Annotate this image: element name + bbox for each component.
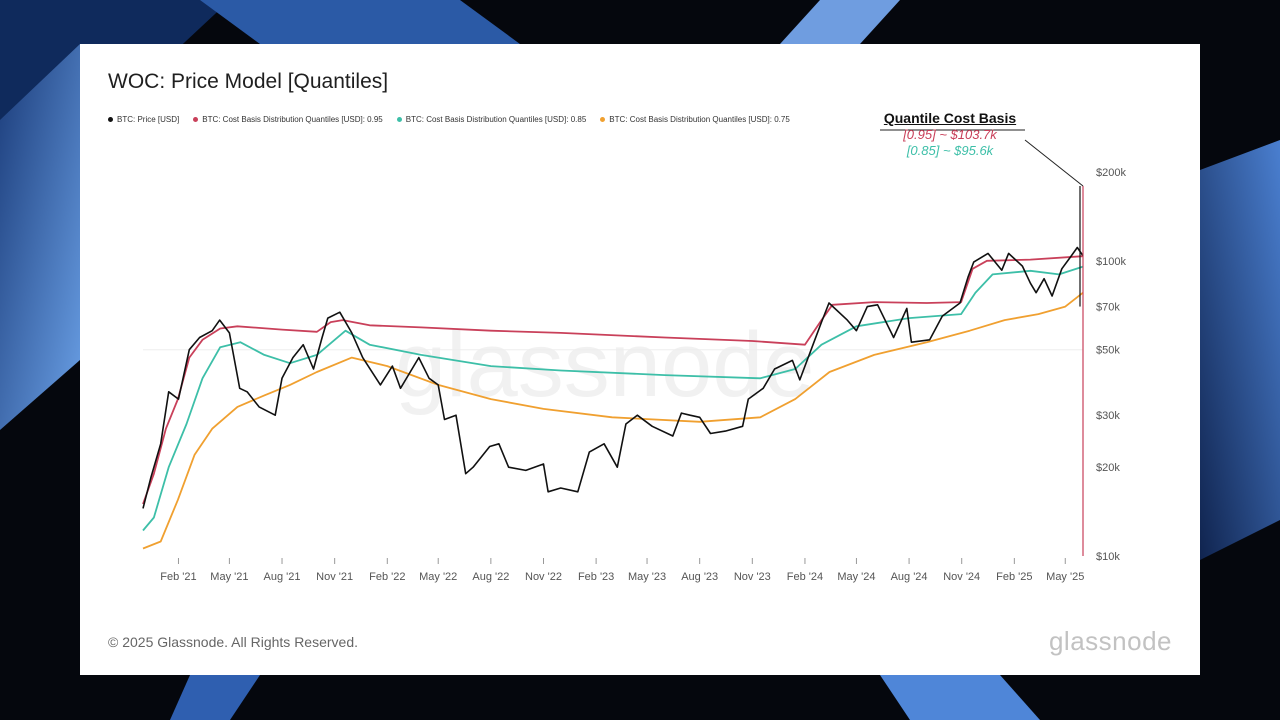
x-tick-label: Nov '24 [943, 571, 980, 583]
x-tick-label: Aug '23 [681, 571, 718, 583]
series-quantile-075 [142, 291, 1084, 550]
y-tick-label: $30k [1096, 410, 1120, 422]
legend-item-price[interactable]: BTC: Price [USD] [108, 115, 179, 124]
legend-label-q75: BTC: Cost Basis Distribution Quantiles [… [609, 115, 790, 124]
x-tick-label: Aug '21 [264, 571, 301, 583]
annotation-title: Quantile Cost Basis [883, 110, 1017, 126]
brand-logo: glassnode [1048, 626, 1172, 656]
x-tick-label: Feb '22 [369, 571, 405, 583]
legend-item-q85[interactable]: BTC: Cost Basis Distribution Quantiles [… [396, 115, 587, 124]
legend-label-q95: BTC: Cost Basis Distribution Quantiles [… [202, 115, 383, 124]
series-quantile-095 [142, 255, 1084, 505]
series-btc-price [142, 246, 1084, 509]
x-tick-label: May '25 [1046, 571, 1084, 583]
legend-dot-q85 [396, 117, 402, 122]
y-tick-label: $50k [1096, 345, 1120, 357]
x-tick-label: Feb '21 [160, 571, 196, 583]
chart-legend: BTC: Price [USD] BTC: Cost Basis Distrib… [108, 115, 790, 124]
annotation-q85-value: [0.85] ~ $95.6k [906, 143, 994, 158]
price-model-chart: glassnode $10k $20k $30k $50k $70k $100k $200k F… [142, 129, 1126, 583]
series-quantile-085 [142, 265, 1084, 532]
x-tick-label: Nov '23 [734, 571, 771, 583]
x-tick-label: May '21 [210, 571, 248, 583]
legend-dot-q75 [600, 117, 606, 122]
legend-item-q95[interactable]: BTC: Cost Basis Distribution Quantiles [… [193, 115, 383, 124]
x-tick-label: May '22 [419, 571, 457, 583]
chart-watermark: glassnode [395, 314, 814, 416]
x-tick-label: Nov '21 [316, 571, 353, 583]
copyright-footer: © 2025 Glassnode. All Rights Reserved. [108, 634, 359, 650]
annotation-leader-line [1024, 139, 1084, 187]
y-tick-label: $70k [1096, 302, 1120, 314]
chart-card: WOC: Price Model [Quantiles] BTC: Price … [80, 44, 1200, 675]
x-tick-label: Aug '24 [891, 571, 928, 583]
y-tick-label: $20k [1096, 462, 1120, 474]
legend-label-q85: BTC: Cost Basis Distribution Quantiles [… [405, 115, 587, 124]
legend-label-price: BTC: Price [USD] [117, 115, 180, 124]
legend-item-q75[interactable]: BTC: Cost Basis Distribution Quantiles [… [600, 115, 790, 124]
y-tick-label: $10k [1096, 551, 1120, 563]
x-tick-label: May '23 [628, 571, 666, 583]
annotation-q95-value: [0.95] ~ $103.7k [903, 127, 997, 142]
x-tick-label: Feb '24 [787, 571, 823, 583]
y-tick-label: $100k [1096, 256, 1126, 268]
x-tick-label: Nov '22 [525, 571, 562, 583]
x-tick-label: Feb '23 [578, 571, 614, 583]
legend-dot-price [108, 117, 113, 122]
y-tick-label: $200k [1096, 167, 1126, 179]
quantile-annotation: Quantile Cost Basis [0.95] ~ $103.7k [0.… [850, 110, 1050, 158]
x-tick-label: Feb '25 [996, 571, 1032, 583]
x-tick-label: May '24 [837, 571, 875, 583]
legend-dot-q95 [193, 117, 199, 122]
chart-title: WOC: Price Model [Quantiles] [108, 70, 389, 93]
x-tick-label: Aug '22 [472, 571, 509, 583]
